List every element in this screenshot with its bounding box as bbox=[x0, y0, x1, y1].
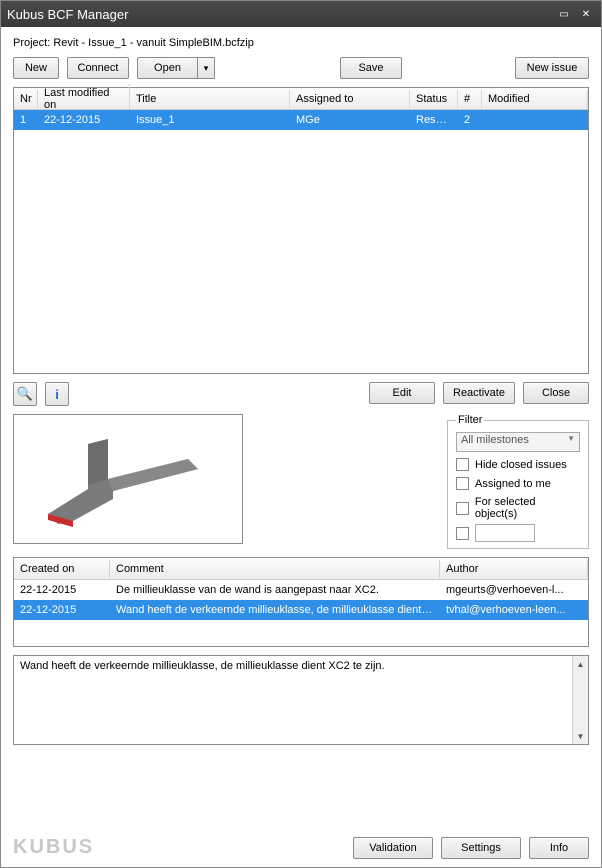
col-title[interactable]: Title bbox=[130, 90, 290, 108]
scroll-down-icon[interactable]: ▼ bbox=[573, 728, 588, 744]
chevron-down-icon: ▼ bbox=[567, 434, 575, 443]
open-split-button[interactable]: Open ▾ bbox=[137, 57, 215, 79]
mid-controls: 🔍 i Edit Reactivate Close bbox=[13, 382, 589, 406]
minimize-icon[interactable]: ▭ bbox=[555, 7, 573, 21]
col-comment[interactable]: Comment bbox=[110, 560, 440, 578]
titlebar: Kubus BCF Manager ▭ ✕ bbox=[1, 1, 601, 27]
issues-grid[interactable]: Nr Last modified on Title Assigned to St… bbox=[13, 87, 589, 374]
cell-count: 2 bbox=[458, 114, 482, 126]
settings-button[interactable]: Settings bbox=[441, 837, 521, 859]
reactivate-button[interactable]: Reactivate bbox=[443, 382, 515, 404]
col-status[interactable]: Status bbox=[410, 90, 458, 108]
cell-comment: Wand heeft de verkeernde millieuklasse, … bbox=[110, 604, 440, 616]
filter-legend: Filter bbox=[456, 414, 484, 426]
open-dropdown-arrow[interactable]: ▾ bbox=[197, 57, 215, 79]
close-icon[interactable]: ✕ bbox=[577, 7, 595, 21]
info-button[interactable]: Info bbox=[529, 837, 589, 859]
window-title: Kubus BCF Manager bbox=[7, 7, 551, 22]
connect-button[interactable]: Connect bbox=[67, 57, 129, 79]
cell-nr: 1 bbox=[14, 114, 38, 126]
cell-last-modified: 22-12-2015 bbox=[38, 114, 130, 126]
preview-and-filter-row: Filter All milestones ▼ Hide closed issu… bbox=[13, 414, 589, 549]
issues-grid-body: 1 22-12-2015 Issue_1 MGe Resolved 2 bbox=[14, 110, 588, 373]
checkbox-icon[interactable] bbox=[456, 502, 469, 515]
info-icon[interactable]: i bbox=[45, 382, 69, 406]
filter-panel: Filter All milestones ▼ Hide closed issu… bbox=[447, 414, 589, 549]
project-label: Project: Revit - Issue_1 - vanuit Simple… bbox=[13, 37, 589, 49]
detail-text: Wand heeft de verkeernde millieuklasse, … bbox=[20, 660, 385, 672]
scroll-up-icon[interactable]: ▲ bbox=[573, 656, 588, 672]
scrollbar[interactable]: ▲ ▼ bbox=[572, 656, 588, 744]
save-button[interactable]: Save bbox=[340, 57, 402, 79]
new-issue-button[interactable]: New issue bbox=[515, 57, 589, 79]
logo: KUBUS bbox=[13, 836, 94, 859]
comments-grid[interactable]: Created on Comment Author 22-12-2015 De … bbox=[13, 557, 589, 647]
table-row[interactable]: 22-12-2015 De millieuklasse van de wand … bbox=[14, 580, 588, 600]
cell-title: Issue_1 bbox=[130, 114, 290, 126]
main-toolbar: New Connect Open ▾ Save New issue bbox=[13, 57, 589, 79]
col-count[interactable]: # bbox=[458, 90, 482, 108]
close-button[interactable]: Close bbox=[523, 382, 589, 404]
checkbox-icon[interactable] bbox=[456, 527, 469, 540]
col-last-modified[interactable]: Last modified on bbox=[38, 84, 130, 114]
footer: KUBUS Validation Settings Info bbox=[13, 836, 589, 859]
app-window: Kubus BCF Manager ▭ ✕ Project: Revit - I… bbox=[0, 0, 602, 868]
filter-for-selected[interactable]: For selected object(s) bbox=[456, 496, 580, 520]
table-row[interactable]: 22-12-2015 Wand heeft de verkeernde mill… bbox=[14, 600, 588, 620]
col-modified[interactable]: Modified bbox=[482, 90, 588, 108]
open-button[interactable]: Open bbox=[137, 57, 197, 79]
zoom-icon[interactable]: 🔍 bbox=[13, 382, 37, 406]
new-button[interactable]: New bbox=[13, 57, 59, 79]
preview-panel[interactable] bbox=[13, 414, 243, 544]
filter-hide-closed[interactable]: Hide closed issues bbox=[456, 458, 580, 471]
edit-button[interactable]: Edit bbox=[369, 382, 435, 404]
checkbox-icon[interactable] bbox=[456, 477, 469, 490]
comments-grid-body: 22-12-2015 De millieuklasse van de wand … bbox=[14, 580, 588, 646]
filter-extra-input[interactable] bbox=[475, 524, 535, 542]
validation-button[interactable]: Validation bbox=[353, 837, 433, 859]
checkbox-icon[interactable] bbox=[456, 458, 469, 471]
comments-grid-header: Created on Comment Author bbox=[14, 558, 588, 580]
cell-status: Resolved bbox=[410, 114, 458, 126]
table-row[interactable]: 1 22-12-2015 Issue_1 MGe Resolved 2 bbox=[14, 110, 588, 130]
detail-textbox[interactable]: Wand heeft de verkeernde millieuklasse, … bbox=[13, 655, 589, 745]
issues-grid-header: Nr Last modified on Title Assigned to St… bbox=[14, 88, 588, 110]
col-assigned-to[interactable]: Assigned to bbox=[290, 90, 410, 108]
model-preview-icon bbox=[28, 419, 228, 539]
cell-assigned-to: MGe bbox=[290, 114, 410, 126]
col-nr[interactable]: Nr bbox=[14, 90, 38, 108]
filter-assigned-to-me[interactable]: Assigned to me bbox=[456, 477, 580, 490]
col-author[interactable]: Author bbox=[440, 560, 588, 578]
col-created[interactable]: Created on bbox=[14, 560, 110, 578]
filter-milestone-select[interactable]: All milestones ▼ bbox=[456, 432, 580, 452]
cell-created: 22-12-2015 bbox=[14, 584, 110, 596]
cell-created: 22-12-2015 bbox=[14, 604, 110, 616]
cell-comment: De millieuklasse van de wand is aangepas… bbox=[110, 584, 440, 596]
cell-author: tvhal@verhoeven-leen... bbox=[440, 604, 588, 616]
cell-author: mgeurts@verhoeven-l... bbox=[440, 584, 588, 596]
content-area: Project: Revit - Issue_1 - vanuit Simple… bbox=[1, 27, 601, 867]
